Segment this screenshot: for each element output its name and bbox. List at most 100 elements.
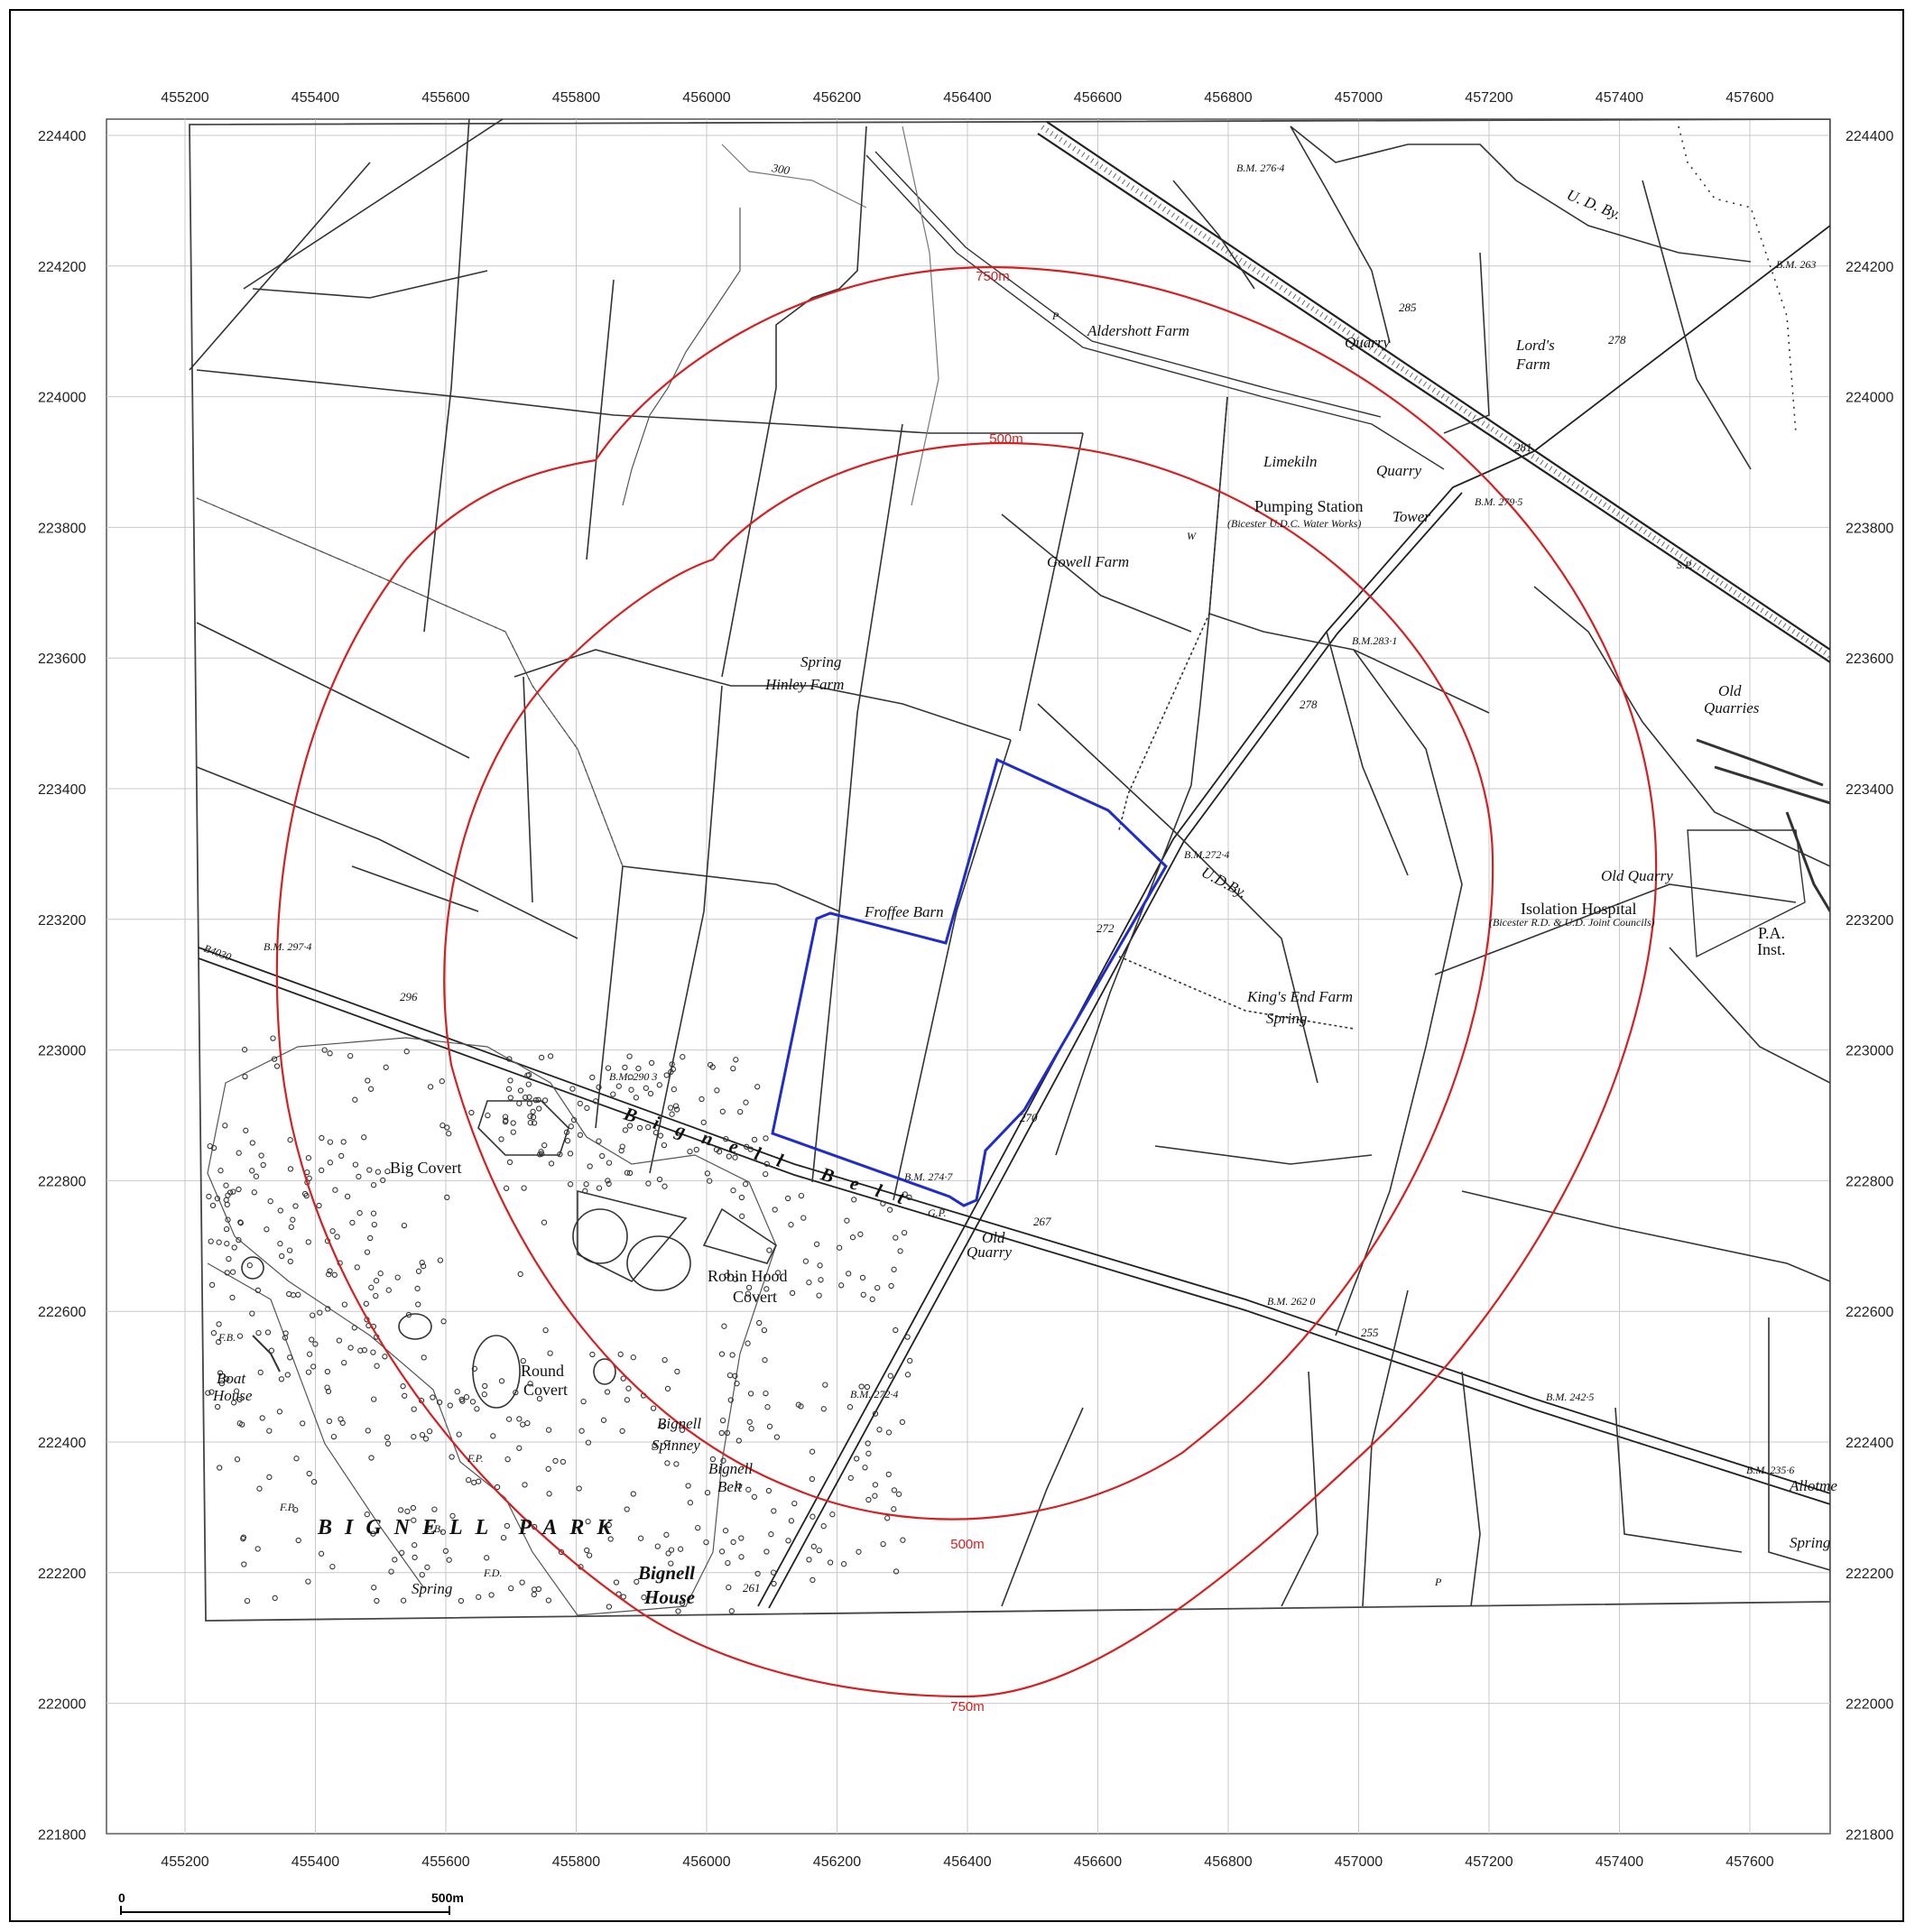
tree-symbol — [771, 1580, 777, 1587]
tree-symbol — [674, 1368, 680, 1375]
tree-symbol — [316, 1202, 322, 1209]
pond — [477, 1100, 569, 1156]
y-tick-label: 223600 — [1846, 652, 1893, 667]
tree-symbol — [357, 1347, 364, 1354]
tree-symbol — [236, 1186, 242, 1193]
tree-symbol — [510, 1129, 516, 1135]
tree-symbol — [536, 1105, 542, 1112]
tree-symbol — [587, 1163, 593, 1169]
label-w: W — [1187, 530, 1197, 542]
field-boundary-9 — [622, 865, 840, 912]
tree-symbol — [421, 1354, 427, 1361]
tree-symbol — [888, 1282, 894, 1290]
tree-symbol — [270, 1035, 276, 1041]
tree-symbol — [474, 1406, 480, 1412]
tree-symbol — [810, 1543, 817, 1549]
tree-symbol — [439, 1529, 447, 1535]
field-boundary-8 — [513, 649, 1012, 741]
tree-symbol — [827, 1559, 834, 1566]
label-bignell-belt-2: Belt — [717, 1478, 744, 1495]
tree-symbol — [727, 1397, 734, 1403]
tree-symbol — [352, 1096, 358, 1103]
tree-symbol — [763, 1170, 769, 1178]
tree-symbol — [399, 1549, 405, 1556]
field-boundary-23 — [1326, 631, 1409, 876]
tree-symbol — [340, 1139, 347, 1145]
tree-symbol — [738, 1535, 745, 1541]
tree-symbol — [668, 1068, 674, 1076]
tree-symbol — [542, 1327, 549, 1334]
tree-symbol — [645, 1180, 652, 1187]
tree-symbol — [277, 1207, 283, 1214]
tree-symbol — [900, 1537, 906, 1543]
tree-symbol — [530, 1108, 536, 1115]
tree-symbol — [436, 1399, 443, 1406]
label-robin-hood-2: Covert — [733, 1288, 777, 1306]
tree-symbol — [329, 1563, 336, 1570]
tree-symbol — [217, 1168, 224, 1174]
tree-symbol — [521, 1185, 527, 1191]
tree-symbol — [258, 1152, 264, 1159]
label-height-278: 278 — [1300, 698, 1318, 711]
tree-symbol — [394, 1274, 401, 1280]
tree-symbol — [569, 1086, 576, 1092]
tree-symbol — [254, 1287, 262, 1294]
road-b4030-edge — [198, 957, 1830, 1505]
tree-symbol — [506, 1056, 513, 1062]
tree-symbol — [411, 1434, 417, 1440]
y-tick-label: 222400 — [38, 1436, 86, 1451]
tree-symbol — [210, 1330, 217, 1336]
tree-symbol — [798, 1192, 805, 1199]
tree-symbol — [214, 1196, 221, 1202]
tree-symbol — [636, 1124, 643, 1132]
tree-symbol — [208, 1238, 214, 1244]
tree-symbol — [624, 1506, 630, 1512]
tree-symbol — [791, 1500, 798, 1507]
tree-symbol — [626, 1123, 634, 1129]
label-allotments: Allotme — [1789, 1477, 1837, 1494]
field-boundary-11 — [649, 685, 723, 1174]
tree-symbol — [500, 1534, 507, 1541]
tree-symbol — [331, 1271, 338, 1278]
label-height-296: 296 — [400, 990, 418, 1003]
tree-symbol — [531, 1591, 537, 1598]
tree-symbol — [401, 1222, 408, 1229]
tree-symbol — [364, 1511, 370, 1518]
field-boundary-38 — [423, 119, 470, 633]
tree-symbol — [327, 1139, 334, 1145]
label-limekiln: Limekiln — [1263, 453, 1318, 470]
tree-symbol — [884, 1515, 891, 1521]
x-tick-label: 456600 — [1074, 1854, 1122, 1870]
tree-symbol — [869, 1296, 875, 1302]
label-sp: S.P. — [1677, 559, 1693, 571]
tree-symbol — [373, 1292, 379, 1299]
tree-symbol — [503, 1185, 510, 1191]
tree-symbol — [891, 1487, 898, 1493]
tree-symbol — [872, 1493, 878, 1499]
tree-symbol — [256, 1485, 263, 1492]
tree-symbol — [844, 1217, 850, 1224]
tree-symbol — [325, 1306, 331, 1312]
label-spring-park: Spring — [412, 1580, 452, 1597]
tree-symbol — [664, 1460, 671, 1466]
tree-symbol — [229, 1269, 236, 1275]
tree-symbol — [820, 1523, 827, 1530]
label-round-covert-2: Covert — [523, 1381, 568, 1399]
tree-symbol — [657, 1132, 664, 1139]
tree-symbol — [668, 1547, 675, 1553]
field-boundary-34 — [1642, 180, 1752, 470]
tree-symbol — [568, 1123, 574, 1130]
tree-symbol — [547, 1350, 553, 1356]
label-p-2: P — [1434, 1576, 1442, 1588]
tree-symbol — [661, 1142, 668, 1149]
tree-symbol — [371, 1396, 377, 1402]
label-fd: F.D. — [483, 1567, 502, 1579]
field-boundary-36 — [622, 208, 741, 506]
label-water-works: (Bicester U.D.C. Water Works) — [1227, 517, 1361, 530]
tree-symbol — [813, 1241, 820, 1247]
tree-symbol — [650, 1405, 657, 1411]
tree-symbol — [865, 1496, 872, 1503]
tree-symbol — [347, 1345, 354, 1351]
tree-symbol — [287, 1137, 293, 1143]
tree-symbol — [538, 1149, 544, 1155]
